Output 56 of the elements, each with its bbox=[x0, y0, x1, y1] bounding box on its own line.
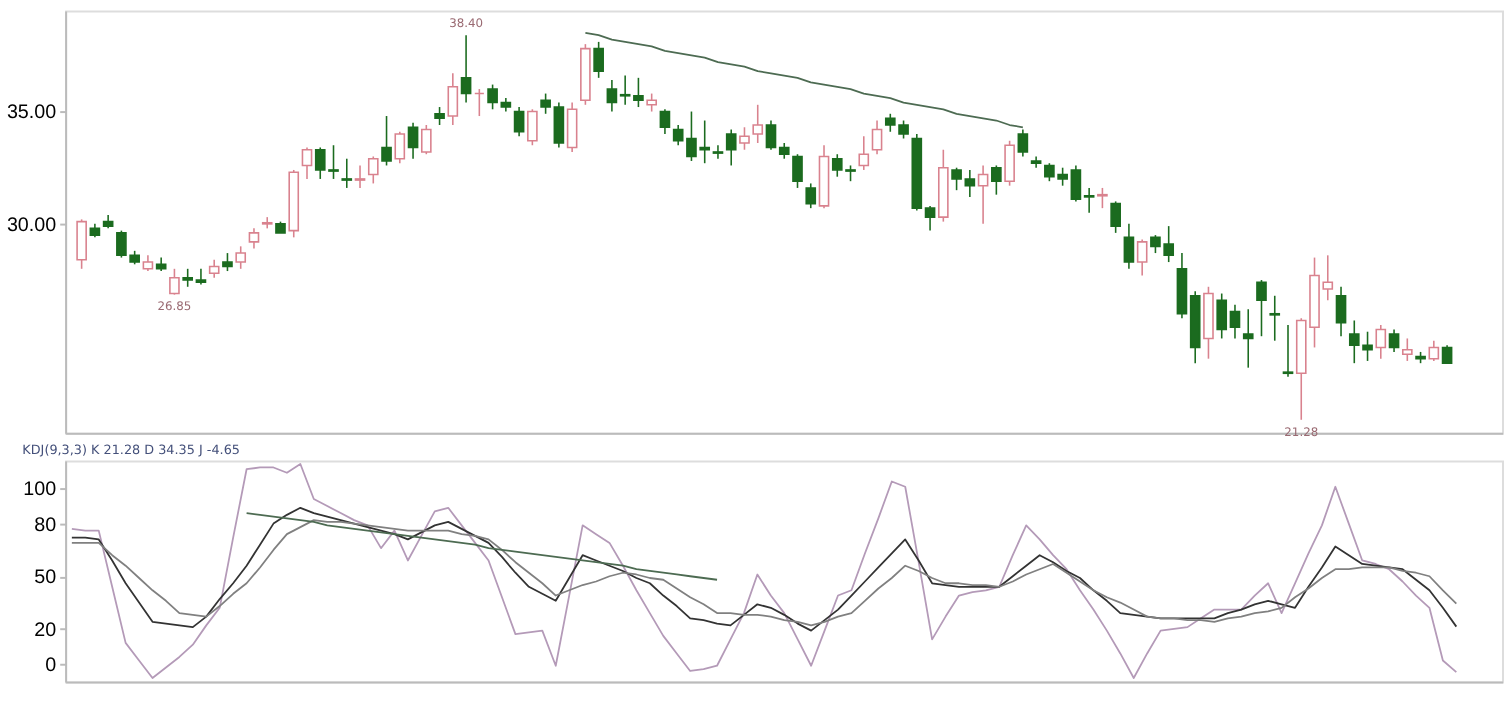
candlestick bbox=[235, 245, 247, 270]
candlestick bbox=[341, 157, 353, 189]
candlestick bbox=[712, 144, 724, 160]
candlestick bbox=[169, 268, 180, 296]
candlestick bbox=[1004, 139, 1015, 187]
y-tick-label: 30.00 bbox=[6, 214, 58, 237]
y-tick-label: 100 bbox=[23, 479, 58, 502]
candlestick bbox=[420, 124, 432, 156]
candlestick bbox=[593, 41, 604, 79]
candlestick bbox=[1375, 324, 1387, 360]
candlestick bbox=[566, 101, 578, 153]
candlestick bbox=[1097, 187, 1108, 209]
candlestick bbox=[394, 130, 406, 164]
candlestick bbox=[474, 88, 485, 117]
candlestick bbox=[805, 182, 817, 209]
line-series bbox=[245, 512, 718, 581]
candlestick bbox=[527, 108, 538, 147]
candlestick bbox=[1136, 238, 1148, 277]
candlestick bbox=[752, 104, 764, 144]
candlestick bbox=[739, 126, 750, 151]
y-tick-label: 50 bbox=[34, 567, 58, 590]
candlestick bbox=[76, 218, 87, 270]
candlestick bbox=[1242, 308, 1254, 369]
candlestick bbox=[460, 34, 472, 104]
candlestick bbox=[248, 227, 260, 250]
candlestick bbox=[354, 164, 366, 189]
candlestick bbox=[977, 164, 989, 225]
y-tick-label: 0 bbox=[45, 654, 58, 677]
line-series bbox=[584, 32, 1024, 129]
line-series bbox=[70, 463, 1458, 679]
candlestick bbox=[1110, 200, 1121, 234]
y-tick-label: 35.00 bbox=[6, 102, 58, 125]
candlestick bbox=[301, 146, 313, 180]
candlestick bbox=[1335, 285, 1347, 337]
candlestick bbox=[1256, 279, 1267, 337]
candlestick bbox=[1017, 128, 1029, 158]
candlestick bbox=[725, 128, 737, 167]
candlestick bbox=[1388, 328, 1400, 353]
y-tick-label: 20 bbox=[34, 619, 58, 642]
candlestick bbox=[659, 108, 671, 135]
candlestick bbox=[447, 72, 459, 126]
candlestick bbox=[407, 121, 419, 160]
candlestick bbox=[1269, 294, 1281, 342]
candlestick bbox=[1428, 339, 1440, 362]
candlestick bbox=[858, 135, 870, 171]
y-tick-label: 80 bbox=[34, 514, 58, 537]
candlestick bbox=[367, 155, 379, 185]
candlestick bbox=[871, 119, 883, 156]
candlestick bbox=[1401, 337, 1413, 362]
candlestick bbox=[1123, 223, 1135, 270]
candlestick bbox=[381, 115, 392, 167]
candlestick bbox=[513, 106, 525, 138]
candlestick bbox=[1282, 324, 1294, 378]
candlestick bbox=[991, 164, 1002, 196]
candlestick bbox=[1203, 285, 1214, 360]
candlestick bbox=[792, 153, 803, 189]
